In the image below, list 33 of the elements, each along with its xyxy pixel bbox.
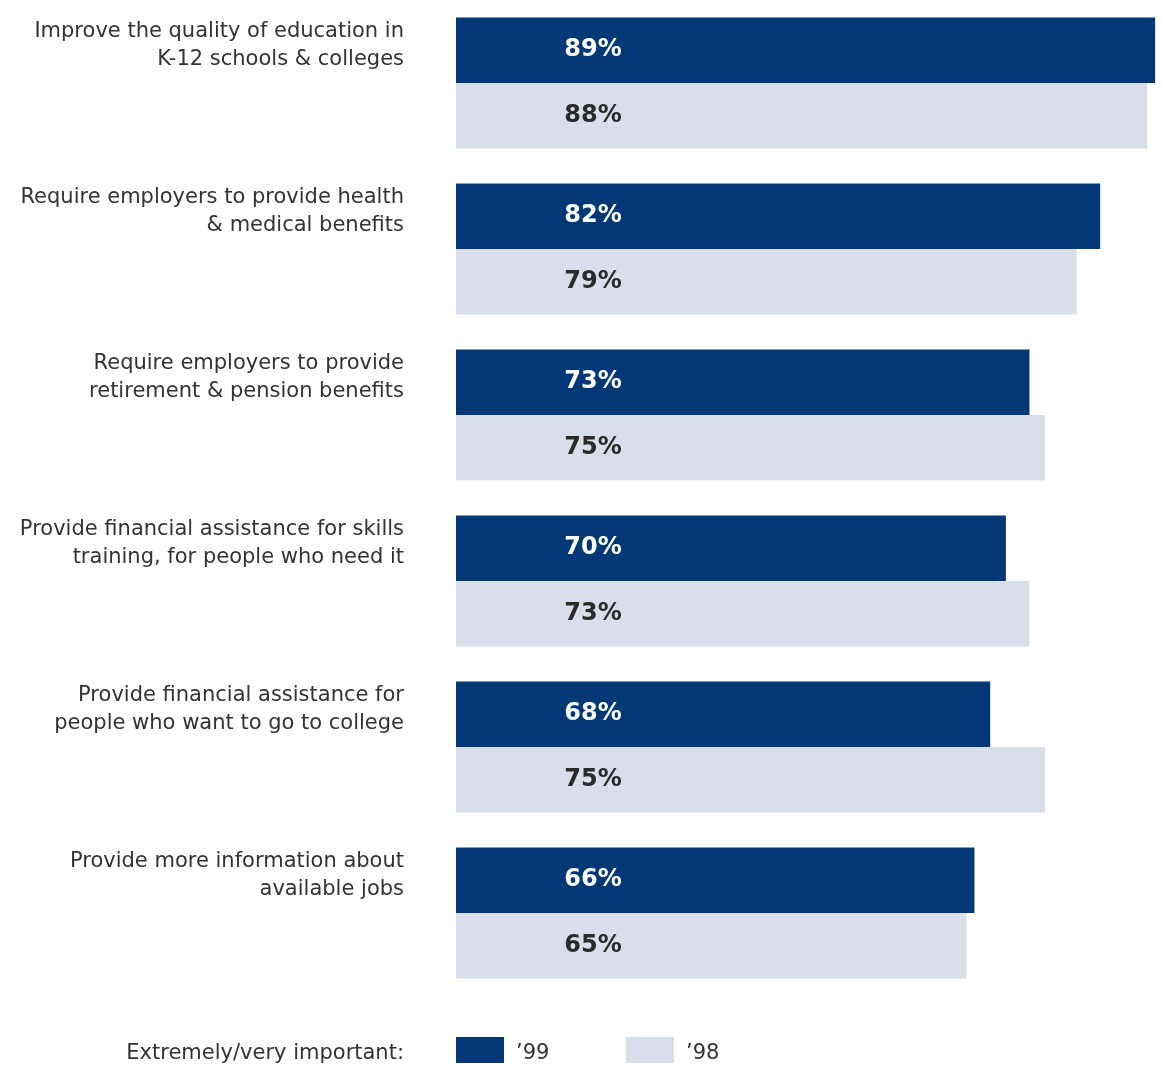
y-tick-label: Provide financial assistance for people who want to go to college xyxy=(54,681,405,734)
data-label: 68% xyxy=(564,698,622,727)
data-label: 73% xyxy=(564,598,622,627)
data-label: 89% xyxy=(564,34,622,63)
data-label: 88% xyxy=(564,100,622,129)
bar xyxy=(456,681,991,747)
data-label: 73% xyxy=(564,366,622,395)
data-label: 66% xyxy=(564,864,622,893)
data-label: 82% xyxy=(564,200,622,229)
legend-label: ’99 xyxy=(516,1040,550,1065)
bar xyxy=(456,415,1046,481)
y-tick-label: Improve the quality of education in K-12 schools & colleges xyxy=(34,17,404,70)
bar xyxy=(456,17,1156,83)
data-label: 70% xyxy=(564,532,622,561)
bar xyxy=(456,847,975,913)
bar xyxy=(456,249,1077,315)
bar xyxy=(456,913,967,979)
legend-title: Extremely/very important: xyxy=(126,1040,404,1065)
bar xyxy=(456,581,1030,647)
data-label: 65% xyxy=(564,930,622,959)
bar xyxy=(456,515,1006,581)
y-tick-label: Provide financial assistance for skills training, for people who need it xyxy=(19,515,404,568)
bar xyxy=(456,747,1046,813)
y-tick-label: Require employers to provide retirement & pension benefits xyxy=(89,349,404,402)
data-label: 75% xyxy=(564,432,622,461)
bar xyxy=(456,349,1030,415)
y-tick-label: Require employers to provide health & medical benefits xyxy=(20,183,404,236)
data-label: 79% xyxy=(564,266,622,295)
legend-label: ’98 xyxy=(686,1040,720,1065)
data-label: 75% xyxy=(564,764,622,793)
bar xyxy=(456,183,1101,249)
bar xyxy=(456,83,1148,149)
y-tick-label: Provide more information about available jobs xyxy=(69,847,404,900)
